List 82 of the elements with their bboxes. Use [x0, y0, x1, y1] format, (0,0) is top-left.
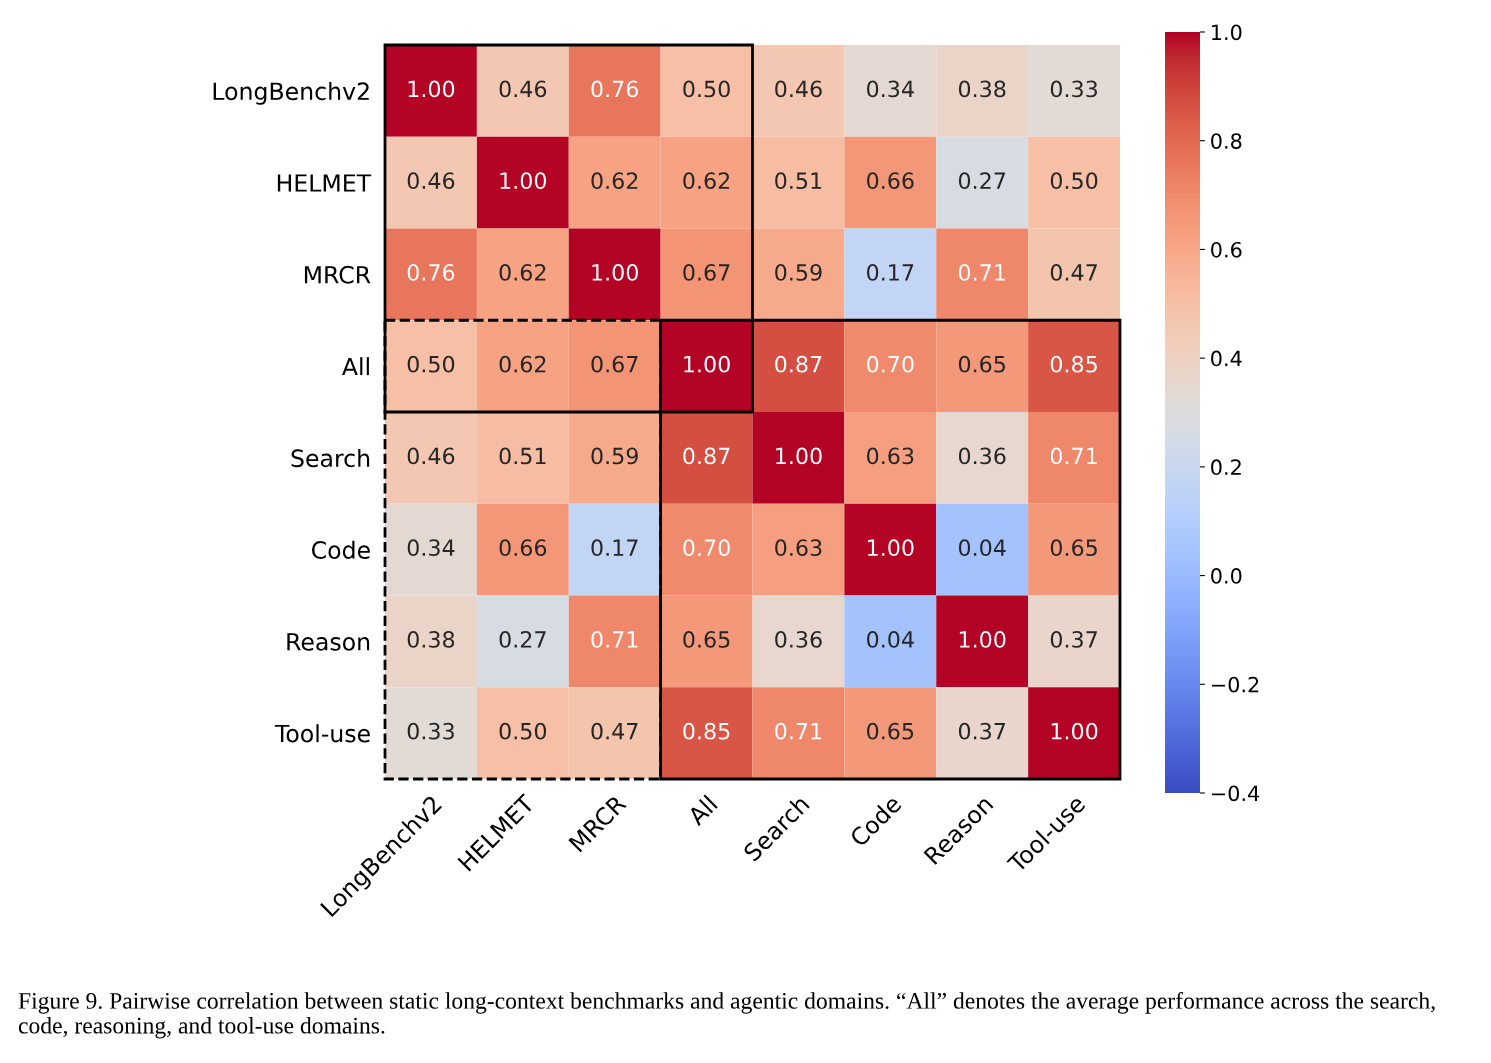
- data-label: 0.04: [867, 631, 914, 648]
- data-label: 0.66: [499, 539, 547, 557]
- data-label: 0.27: [958, 172, 1006, 190]
- data-label: 0.46: [407, 172, 455, 190]
- data-label: 0.62: [499, 355, 546, 373]
- data-label: 0.38: [958, 80, 1006, 98]
- color-bar-label: 0.2: [1211, 459, 1241, 476]
- data-label: 0.37: [1050, 631, 1097, 648]
- data-label: 0.59: [775, 264, 822, 281]
- data-label: 1.00: [776, 447, 822, 465]
- data-label: 1.00: [1051, 722, 1098, 740]
- data-label: 0.51: [499, 447, 546, 465]
- data-label: 1.00: [868, 539, 914, 557]
- data-label: 0.65: [683, 631, 730, 648]
- y-tick-label: Code: [311, 540, 370, 559]
- data-label: 0.34: [407, 539, 455, 557]
- data-label: 1.00: [684, 355, 730, 373]
- data-label: 0.34: [867, 80, 914, 98]
- y-tick-label: MRCR: [304, 265, 371, 284]
- data-label: 0.70: [867, 355, 914, 373]
- color-bar-label: −0.4: [1211, 785, 1260, 802]
- data-label: 0.87: [775, 355, 822, 373]
- data-label: 0.37: [958, 722, 1006, 740]
- x-tick-label: All: [686, 794, 718, 827]
- color-bar-label: 0.6: [1211, 241, 1242, 258]
- data-label: 0.67: [683, 264, 730, 281]
- data-label: 0.51: [775, 172, 822, 190]
- data-label: 0.17: [591, 539, 638, 557]
- y-tick-label: Tool-use: [274, 724, 370, 743]
- y-tick-label: All: [342, 357, 369, 376]
- data-label: 0.63: [775, 539, 822, 557]
- data-label: 0.38: [407, 631, 455, 648]
- data-label: 0.17: [867, 264, 914, 281]
- data-label: 0.65: [867, 722, 914, 740]
- data-label: 0.65: [958, 355, 1005, 373]
- color-bar-label: −0.2: [1211, 676, 1259, 693]
- data-label: 0.65: [1050, 539, 1097, 557]
- data-label: 0.50: [683, 80, 730, 98]
- data-label: 0.71: [1050, 447, 1097, 465]
- data-label: 0.50: [499, 722, 547, 740]
- data-label: 0.36: [958, 447, 1006, 465]
- color-bar-label: 0.4: [1211, 350, 1242, 367]
- data-label: 0.47: [591, 722, 638, 740]
- data-label: 0.76: [407, 264, 455, 281]
- data-label: 0.47: [1050, 264, 1097, 281]
- data-label: 0.71: [958, 264, 1005, 281]
- data-label: 0.67: [591, 355, 638, 373]
- data-label: 0.71: [775, 722, 822, 740]
- data-label: 0.04: [958, 539, 1006, 557]
- color-bar-label: 1.0: [1212, 24, 1242, 41]
- data-label: 0.62: [499, 264, 546, 281]
- data-label: 0.62: [683, 172, 730, 190]
- data-label: 1.00: [500, 172, 547, 190]
- data-label: 0.62: [591, 172, 638, 190]
- data-label: 0.33: [407, 722, 454, 740]
- data-label: 0.70: [683, 539, 730, 557]
- y-tick-label: HELMET: [277, 174, 372, 192]
- data-label: 0.33: [1050, 80, 1098, 98]
- y-tick-label: Reason: [287, 633, 370, 651]
- data-label: 0.76: [591, 80, 639, 98]
- data-label: 0.59: [591, 447, 638, 465]
- data-label: 0.50: [1050, 172, 1098, 190]
- color-bar-label: 0.8: [1211, 133, 1242, 149]
- data-label: 0.46: [775, 80, 822, 98]
- data-label: 1.00: [959, 631, 1006, 648]
- caption: Figure 9. Pairwise correlation between static long-context benchmarks and agentic domains. “All” denotes the average performance across the search, code, reasoning, and tool-use domains.: [18, 992, 1435, 1039]
- color-bar-label: 0.0: [1211, 568, 1242, 584]
- data-label: 0.36: [775, 631, 822, 648]
- data-label: 1.00: [408, 80, 455, 98]
- data-label: 0.50: [407, 355, 455, 373]
- data-label: 0.85: [683, 722, 730, 740]
- data-label: 0.46: [499, 80, 547, 98]
- data-label: 0.85: [1050, 355, 1097, 373]
- data-label: 0.46: [407, 447, 455, 465]
- y-tick-label: Search: [291, 448, 370, 468]
- data-label: 0.63: [867, 447, 914, 465]
- data-label: 0.66: [867, 172, 914, 190]
- y-tick-label: LongBenchv2: [213, 81, 369, 105]
- data-label: 0.87: [683, 447, 730, 465]
- data-label: 0.71: [591, 631, 638, 648]
- data-label: 0.27: [499, 631, 546, 648]
- data-label: 1.00: [592, 264, 638, 281]
